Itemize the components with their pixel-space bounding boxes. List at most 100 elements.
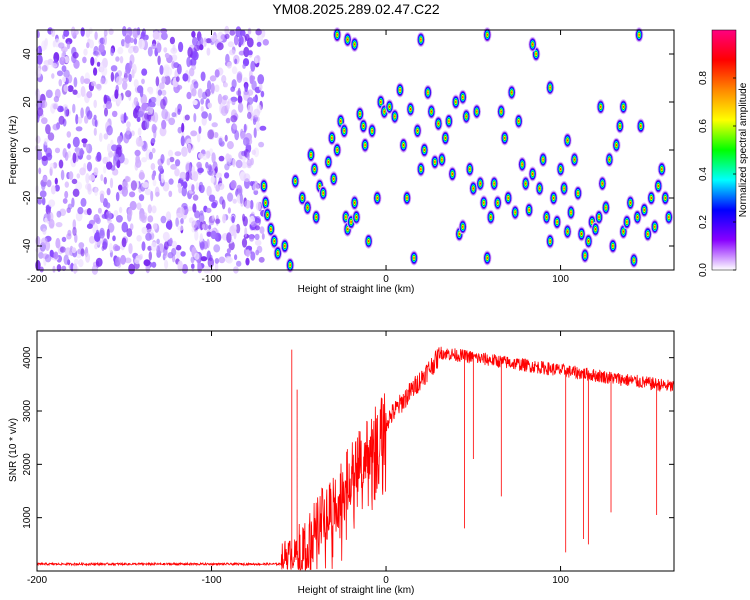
noise-speckle [148, 251, 152, 261]
blob-ring [333, 177, 335, 180]
blob-ring [566, 230, 569, 233]
spectral-blob [427, 104, 436, 120]
spectrogram-y-ticks: -40 -20 0 20 40 [22, 48, 674, 253]
blob-ring [504, 136, 506, 140]
noise-speckle [73, 77, 78, 88]
noise-speckle [103, 165, 107, 174]
y-tick-label: 3000 [22, 399, 33, 422]
noise-speckle [152, 223, 158, 230]
blob-ring [525, 182, 527, 185]
blob-ring [668, 216, 670, 219]
noise-speckle [77, 116, 83, 124]
noise-speckle [58, 79, 63, 87]
noise-speckle [35, 135, 41, 144]
spectral-blob [458, 89, 467, 105]
noise-speckle [252, 96, 257, 102]
noise-speckle [164, 75, 171, 86]
blob-ring [343, 129, 345, 132]
blob-ring [619, 124, 621, 128]
noise-speckle [181, 186, 187, 197]
noise-speckle [94, 119, 98, 128]
noise-speckle [103, 35, 107, 46]
noise-speckle [211, 152, 216, 164]
noise-speckle [214, 84, 220, 93]
noise-speckle [169, 156, 175, 163]
noise-speckle [129, 191, 136, 198]
noise-speckle [190, 57, 197, 67]
blob-ring [270, 228, 272, 231]
noise-speckle [99, 132, 103, 142]
noise-speckle [222, 94, 229, 101]
noise-speckle [253, 108, 260, 118]
spectral-blob [511, 204, 520, 220]
noise-speckle [108, 242, 113, 253]
noise-speckle [202, 153, 208, 161]
spectral-blob [524, 202, 534, 218]
noise-speckle [80, 248, 85, 257]
noise-speckle [186, 91, 192, 100]
noise-speckle [80, 197, 87, 207]
noise-speckle [218, 155, 225, 162]
noise-speckle [103, 176, 108, 185]
noise-speckle [199, 36, 204, 47]
noise-speckle [67, 74, 73, 84]
noise-speckle [247, 27, 252, 35]
noise-speckle [147, 204, 152, 214]
spectral-blob [280, 238, 289, 254]
spectral-blob [661, 190, 670, 206]
noise-speckle [88, 236, 96, 244]
noise-speckle [110, 71, 115, 82]
blob-ring [615, 144, 618, 147]
noise-speckle [150, 163, 156, 171]
blob-ring [310, 153, 312, 156]
noise-speckle [211, 122, 218, 128]
x-tick-label: 0 [383, 274, 389, 285]
noise-speckle [231, 99, 236, 106]
noise-speckle [243, 89, 249, 96]
noise-speckle [247, 111, 252, 120]
noise-speckle [227, 192, 234, 202]
noise-speckle [199, 233, 203, 244]
noise-speckle [151, 261, 157, 268]
noise-speckle [93, 67, 98, 76]
noise-speckle [200, 71, 206, 82]
noise-speckle [160, 98, 166, 110]
spectral-blob [518, 156, 527, 172]
noise-speckle [143, 259, 151, 267]
snr-y-ticks: 1000 2000 3000 4000 [22, 346, 674, 529]
noise-speckle [58, 42, 65, 49]
noise-speckle [224, 33, 230, 40]
spectral-blob [350, 36, 359, 52]
spectral-blob [324, 154, 333, 170]
spectral-blob [528, 166, 537, 182]
noise-speckle [168, 190, 173, 197]
blob-ring [542, 158, 544, 161]
noise-speckle [110, 47, 114, 57]
blob-ring [546, 216, 548, 219]
noise-speckle [140, 215, 147, 220]
noise-speckle [100, 77, 105, 85]
noise-speckle [98, 43, 105, 53]
noise-speckle [232, 158, 236, 168]
spectral-blob [497, 104, 506, 120]
noise-speckle [181, 131, 185, 138]
noise-speckle [141, 157, 148, 163]
noise-speckle [242, 216, 248, 227]
noise-speckle [177, 260, 183, 272]
noise-speckle [165, 211, 172, 222]
noise-speckle [163, 47, 168, 53]
noise-speckle [175, 76, 180, 82]
spectral-blob [416, 161, 426, 177]
noise-speckle [253, 147, 260, 158]
noise-speckle [256, 41, 262, 47]
noise-speckle [197, 88, 203, 99]
noise-speckle [157, 243, 164, 254]
noise-speckle [192, 99, 198, 106]
spectral-blob [483, 250, 492, 266]
noise-speckle [141, 105, 145, 114]
spectral-blob [406, 101, 415, 117]
noise-speckle [242, 156, 246, 164]
noise-speckle [80, 27, 85, 37]
noise-speckle [115, 191, 120, 202]
